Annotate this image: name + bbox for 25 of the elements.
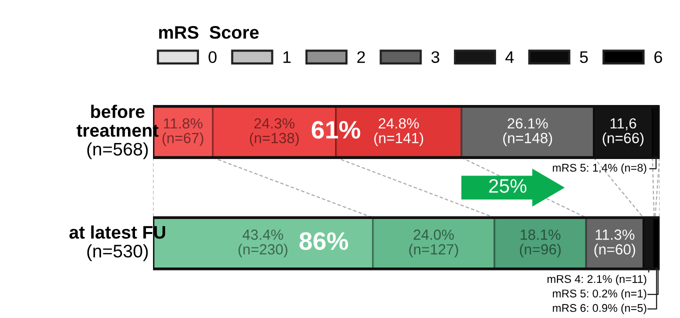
- text: 2: [357, 51, 365, 63]
- text: 0: [208, 51, 217, 64]
- data-label: 43.4% (n=230): [238, 230, 288, 258]
- legend-title: mRS Score: [159, 26, 259, 39]
- data-label: 24.8% (n=141): [374, 118, 424, 146]
- legend-label: 6: [654, 51, 662, 64]
- legend-label: 5: [580, 51, 588, 64]
- data-label: 18.1% (n=96): [520, 230, 561, 258]
- annotation: mRS 5: 0.2% (n=1): [552, 289, 646, 300]
- legend-label: 4: [505, 51, 514, 63]
- data-label: 11.3% (n=60): [594, 230, 636, 258]
- annotation: mRS 4: 2.1% (n=11): [548, 274, 646, 286]
- data-label: 26.1% (n=148): [503, 118, 552, 146]
- annotation: 61%: [312, 120, 360, 139]
- legend-label: 3: [431, 51, 440, 64]
- annotation: 86%: [300, 232, 348, 250]
- data-label: 11.8% (n=67): [162, 118, 204, 146]
- text: mRS 6: 0.9% (n=5): [552, 304, 646, 314]
- annotation: mRS 5: 1,4% (n=8): [552, 164, 646, 174]
- y-tick-label: at latest FU (n=530): [69, 225, 166, 262]
- text: 1: [283, 51, 291, 63]
- data-label: 11,6 (n=66): [602, 118, 644, 146]
- annotation: 25%: [489, 179, 526, 193]
- data-label: 24.3% (n=138): [250, 118, 299, 146]
- data-label: 24.0% (n=127): [409, 230, 458, 258]
